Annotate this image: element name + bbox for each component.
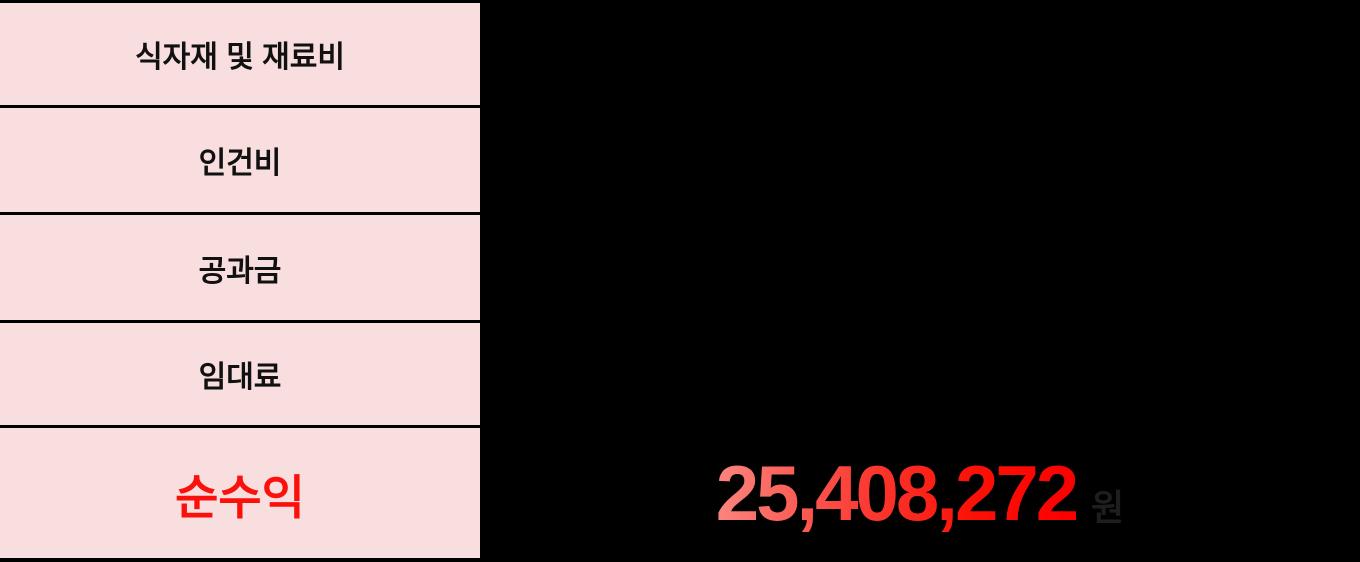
- net-profit-amount-area: 25,408,272 원: [480, 428, 1360, 558]
- row-label-food-materials: 식자재 및 재료비: [135, 41, 345, 74]
- net-profit-value: 25,408,272: [715, 449, 1079, 537]
- table-row-food-materials: 식자재 및 재료비: [0, 0, 480, 105]
- net-profit-amount-group: 25,408,272 원: [716, 454, 1125, 532]
- table-row-utilities: 공과금: [0, 212, 480, 320]
- row-label-rent: 임대료: [198, 361, 282, 394]
- table-row-labor-cost: 인건비: [0, 105, 480, 212]
- row-label-utilities: 공과금: [198, 254, 282, 288]
- table-row-rent: 임대료: [0, 320, 480, 425]
- table-row-net-profit: 순수익: [0, 425, 480, 561]
- row-label-labor-cost: 인건비: [198, 147, 282, 180]
- cost-table: 식자재 및 재료비 인건비 공과금 임대료 순수익: [0, 0, 480, 561]
- row-label-net-profit: 순수익: [175, 470, 305, 524]
- net-profit-unit-won: 원: [1091, 487, 1125, 528]
